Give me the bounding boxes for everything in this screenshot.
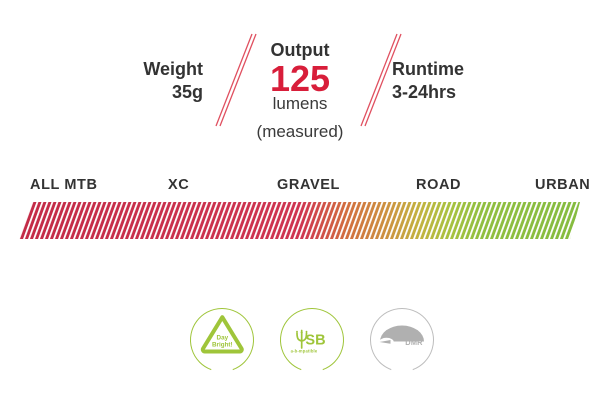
svg-text:DMR: DMR [405,338,423,347]
